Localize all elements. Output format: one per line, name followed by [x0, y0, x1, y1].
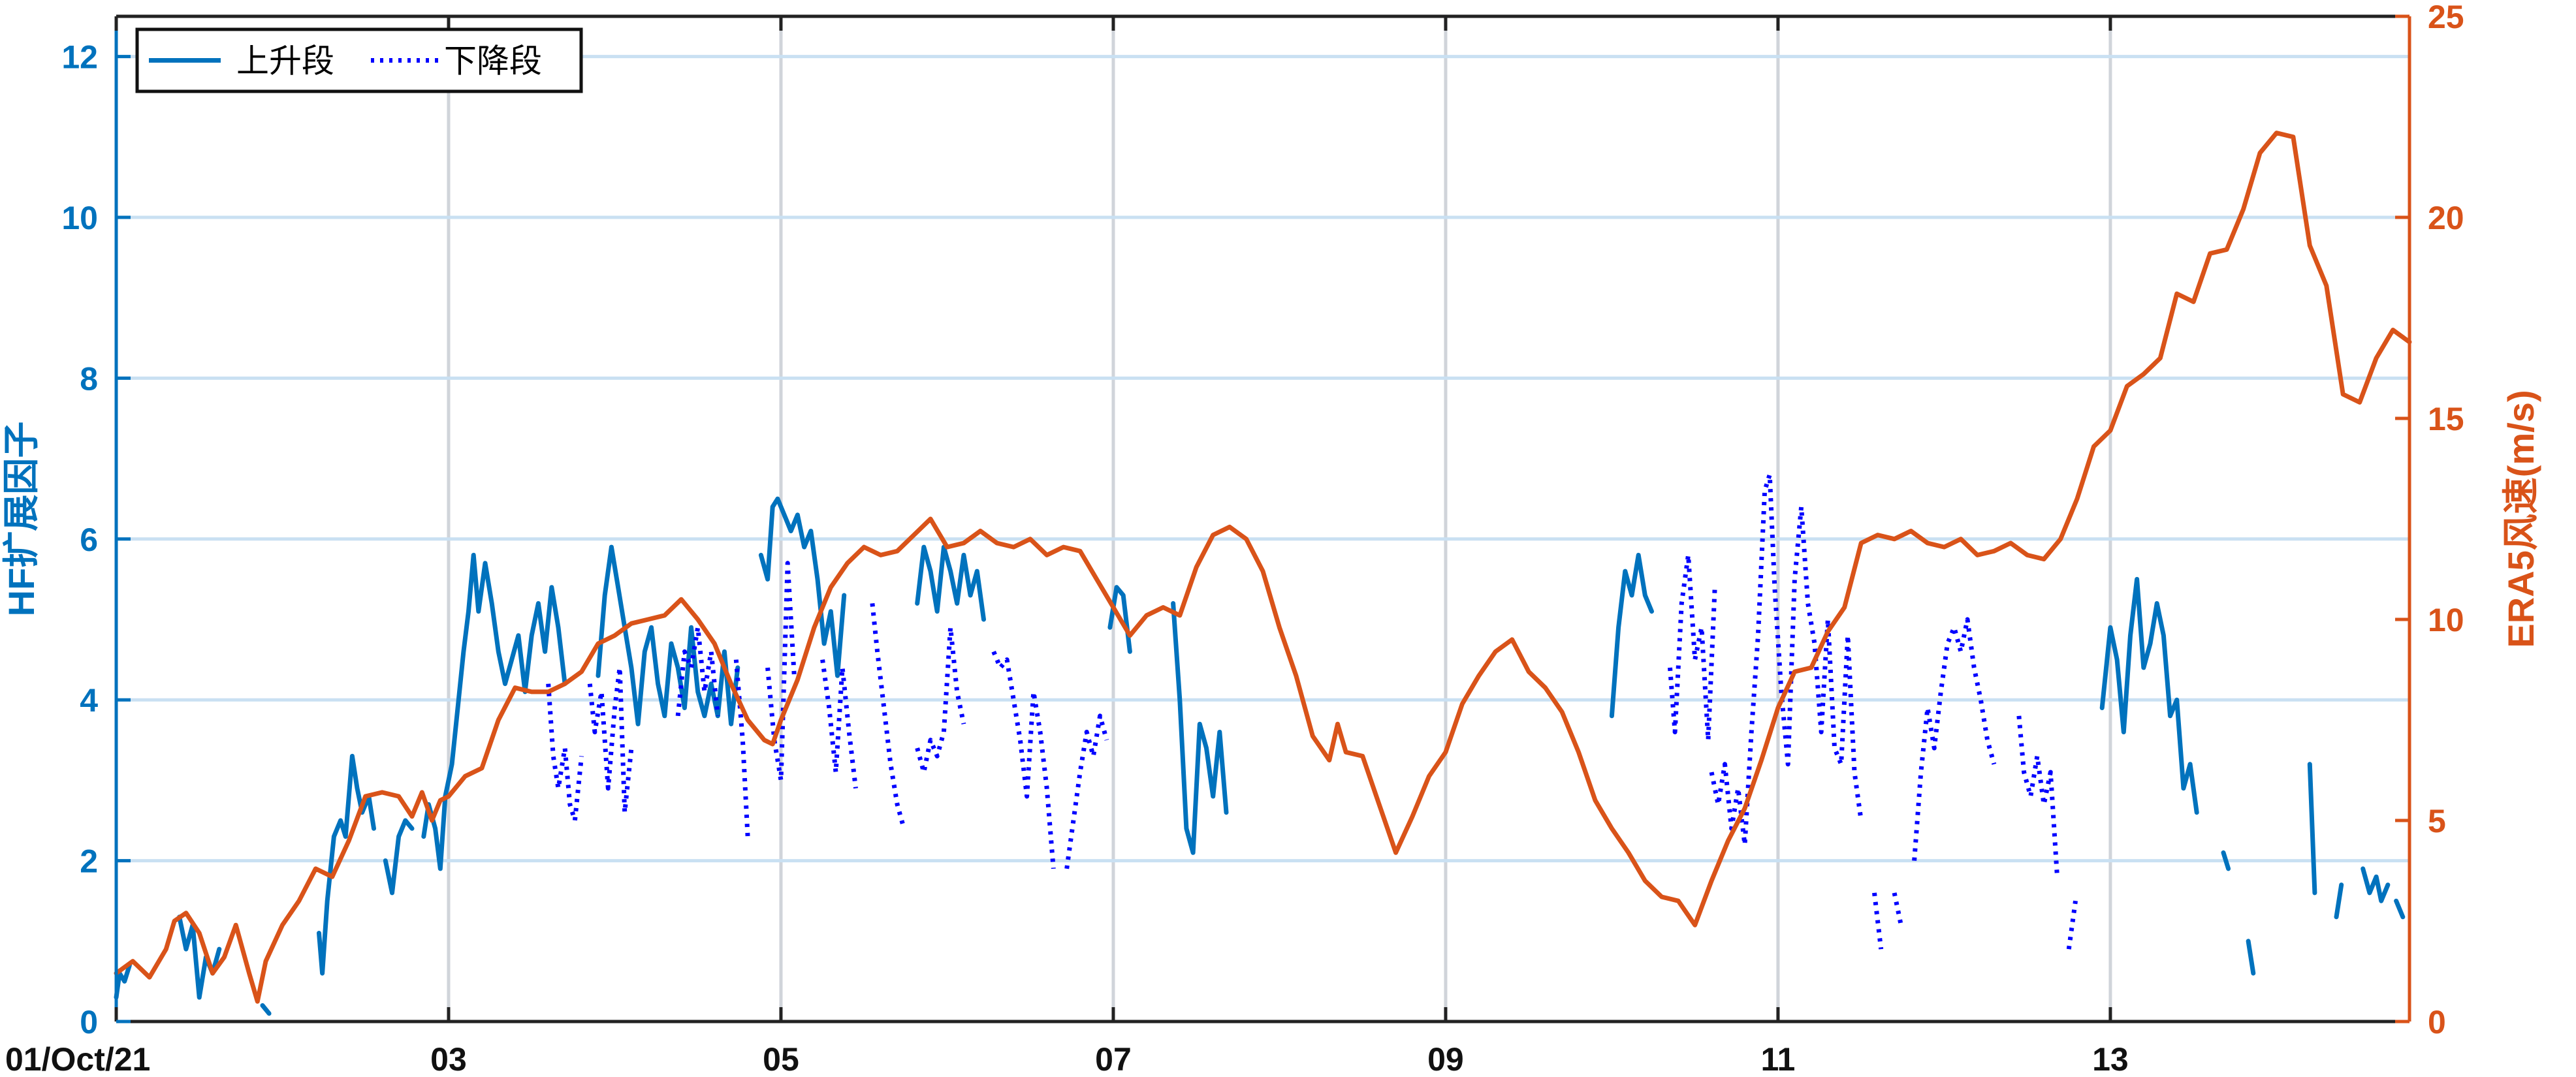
right-y-tick-label: 10: [2428, 602, 2464, 638]
series-ascending-line: [1609, 552, 1654, 719]
x-tick-label: 01/Oct/21: [5, 1041, 150, 1077]
series-ascending-line: [2334, 882, 2344, 920]
series-layer: [114, 131, 2412, 1016]
right-y-tick-label: 0: [2428, 1004, 2446, 1040]
legend-label-ascending: 上升段: [236, 42, 334, 80]
series-descending-line: [1872, 892, 1884, 950]
series-ascending-line: [2099, 576, 2199, 815]
series-descending: [546, 472, 2078, 950]
series-descending-line: [587, 665, 634, 815]
series-descending-line: [1709, 472, 1864, 847]
left-y-tick-label: 12: [61, 39, 98, 76]
series-ascending-line: [1171, 601, 1229, 855]
series-ascending-line: [2246, 939, 2256, 976]
x-tick-label: 05: [763, 1041, 799, 1077]
series-ascending-line: [915, 544, 986, 622]
right-y-tick-label: 15: [2428, 401, 2464, 437]
x-tick-label: 09: [1427, 1041, 1464, 1077]
left-y-tick-label: 10: [61, 200, 98, 236]
series-ascending-line: [383, 818, 415, 896]
series-descending-line: [1668, 552, 1717, 743]
series-ascending-line: [2394, 898, 2406, 920]
series-ascending-line: [260, 1003, 272, 1016]
series-ascending-line: [2221, 850, 2231, 871]
x-tick-label: 11: [1760, 1041, 1795, 1077]
series-ascending-line: [2307, 762, 2317, 896]
legend: 上升段 下降段: [135, 27, 583, 93]
legend-label-descending: 下降段: [444, 42, 542, 80]
right-axis-title: ERA5风速(m/s): [2500, 390, 2541, 648]
series-ascending-line: [758, 496, 847, 678]
series-descending-line: [546, 683, 584, 823]
left-axis-title: HF扩展因子: [1, 422, 42, 617]
right-y-tick-label: 5: [2428, 803, 2446, 839]
series-descending-line: [1912, 617, 1997, 861]
series-descending-line: [2066, 900, 2078, 950]
series-descending-line: [991, 650, 1056, 869]
series-descending-line: [915, 625, 966, 775]
series-descending-line: [2016, 715, 2059, 877]
series-descending-line: [1892, 892, 1903, 926]
series-wind: [114, 131, 2412, 1004]
x-tick-label: 13: [2092, 1041, 2129, 1077]
series-ascending-line: [421, 552, 567, 871]
series-descending-line: [820, 659, 858, 789]
left-y-tick-label: 4: [80, 682, 98, 719]
x-tick-label: 03: [430, 1041, 467, 1077]
left-y-tick-label: 2: [80, 843, 98, 880]
left-y-tick-label: 8: [80, 360, 98, 397]
series-descending-line: [765, 561, 797, 783]
right-y-tick-label: 20: [2428, 200, 2464, 236]
left-y-tick-label: 6: [80, 522, 98, 558]
right-y-tick-label: 25: [2428, 0, 2464, 35]
series-ascending: [114, 496, 2406, 1016]
series-ascending-line: [2361, 866, 2391, 903]
series-descending-line: [870, 603, 906, 830]
series-descending-line: [1064, 713, 1109, 869]
left-y-tick-label: 0: [80, 1004, 98, 1040]
x-tick-label: 07: [1095, 1041, 1132, 1077]
series-descending-line: [675, 625, 720, 717]
series-wind-line: [114, 131, 2412, 1004]
grid-layer: [116, 16, 2409, 1022]
series-ascending-line: [114, 963, 132, 1000]
series-ascending-line: [317, 753, 376, 976]
